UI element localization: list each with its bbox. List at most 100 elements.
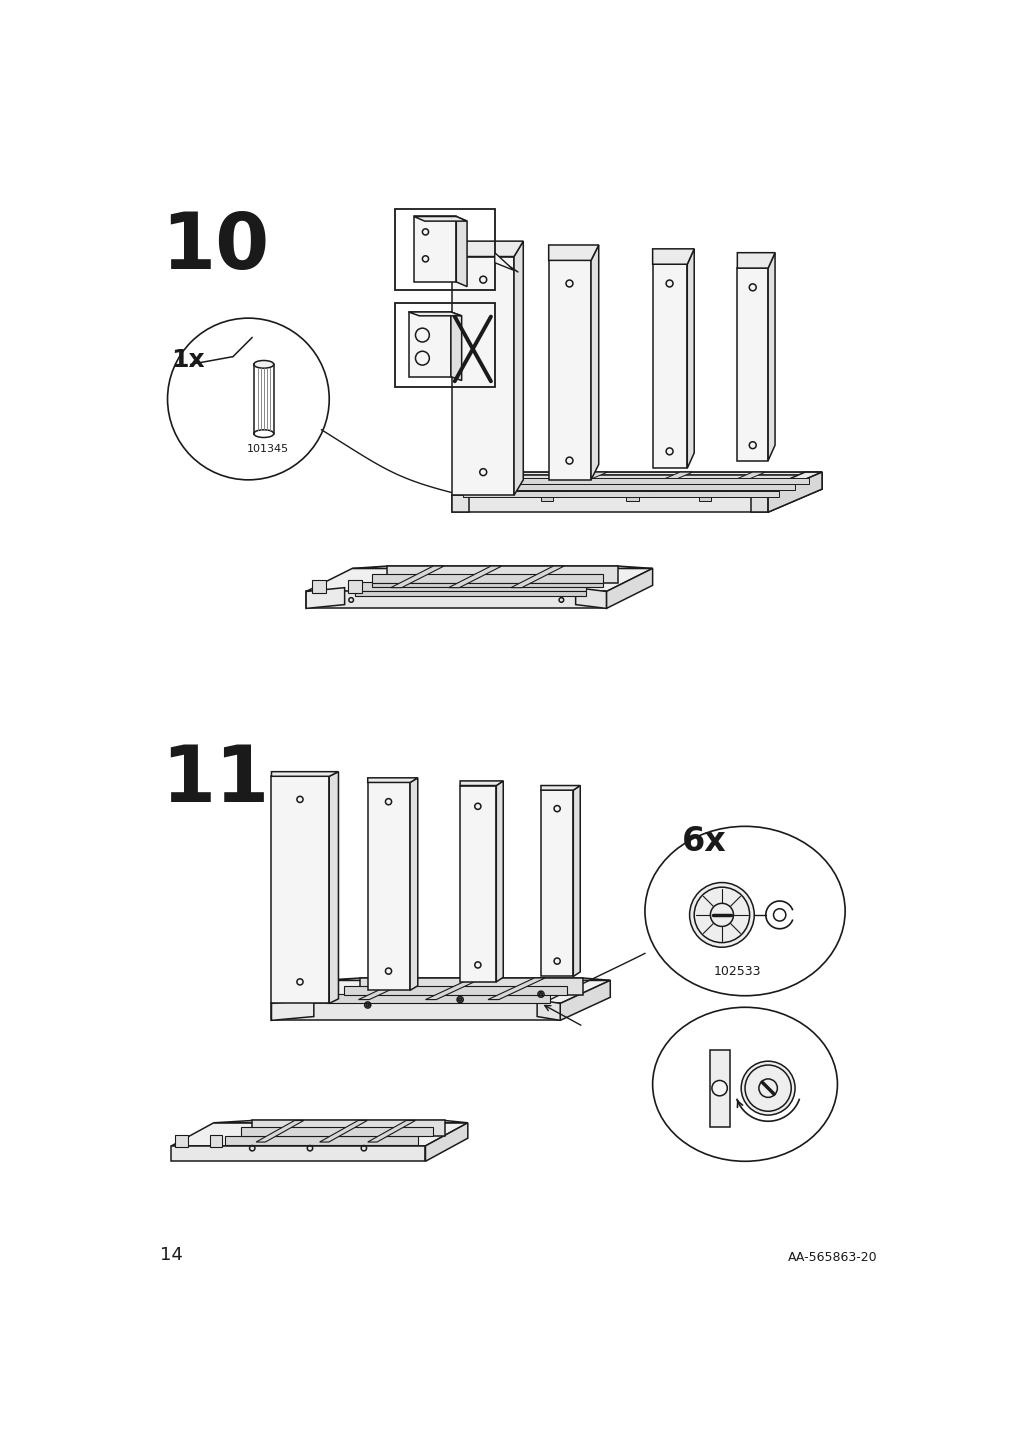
Polygon shape (548, 245, 599, 261)
Text: 101345: 101345 (247, 444, 288, 454)
Polygon shape (452, 256, 514, 495)
Polygon shape (710, 1050, 729, 1127)
Polygon shape (767, 473, 821, 513)
Circle shape (539, 992, 542, 995)
Polygon shape (540, 495, 553, 501)
Polygon shape (497, 475, 813, 493)
Polygon shape (452, 495, 469, 513)
Polygon shape (175, 1136, 187, 1147)
Polygon shape (686, 249, 694, 468)
Polygon shape (372, 574, 603, 583)
Polygon shape (171, 1123, 467, 1146)
Polygon shape (355, 583, 585, 591)
Polygon shape (305, 591, 606, 609)
Polygon shape (256, 1120, 303, 1143)
Text: 11: 11 (161, 742, 269, 818)
Polygon shape (652, 249, 694, 265)
Polygon shape (352, 566, 652, 569)
Polygon shape (590, 245, 599, 480)
Polygon shape (514, 241, 523, 495)
Text: 6x: 6x (681, 825, 726, 858)
Polygon shape (560, 981, 610, 1021)
Polygon shape (305, 569, 652, 591)
Polygon shape (305, 587, 345, 609)
Polygon shape (548, 261, 590, 480)
Text: 10: 10 (161, 209, 269, 285)
Circle shape (740, 1061, 795, 1116)
Polygon shape (408, 312, 451, 377)
Polygon shape (386, 566, 618, 583)
Polygon shape (626, 495, 638, 501)
Polygon shape (460, 780, 502, 786)
Polygon shape (540, 473, 607, 495)
Polygon shape (360, 978, 582, 995)
Polygon shape (460, 786, 495, 982)
Circle shape (458, 998, 461, 1001)
Polygon shape (456, 216, 467, 286)
Text: 102533: 102533 (713, 965, 760, 978)
Polygon shape (355, 591, 585, 596)
Polygon shape (737, 252, 774, 268)
Polygon shape (698, 473, 764, 495)
Polygon shape (652, 265, 686, 468)
Polygon shape (626, 473, 692, 495)
Circle shape (688, 882, 753, 947)
Polygon shape (750, 495, 767, 513)
Polygon shape (750, 473, 821, 495)
Polygon shape (358, 978, 416, 1000)
Polygon shape (390, 566, 444, 587)
Polygon shape (767, 473, 821, 513)
Polygon shape (327, 994, 550, 1002)
Polygon shape (452, 473, 821, 495)
Polygon shape (479, 484, 795, 490)
Text: 14: 14 (160, 1246, 183, 1263)
Polygon shape (495, 780, 502, 982)
Polygon shape (348, 580, 362, 593)
Polygon shape (271, 772, 338, 776)
Polygon shape (425, 1123, 467, 1161)
Polygon shape (319, 1120, 367, 1143)
Polygon shape (367, 1120, 416, 1143)
Polygon shape (225, 1136, 418, 1144)
Polygon shape (573, 786, 579, 977)
Polygon shape (252, 1120, 444, 1136)
Polygon shape (813, 473, 821, 493)
Polygon shape (448, 566, 501, 587)
Polygon shape (367, 782, 409, 991)
Text: 1x: 1x (171, 348, 205, 372)
Polygon shape (367, 778, 418, 782)
Polygon shape (329, 772, 338, 1004)
Ellipse shape (254, 361, 274, 368)
Polygon shape (698, 495, 711, 501)
Polygon shape (413, 216, 467, 221)
Polygon shape (737, 268, 767, 461)
Polygon shape (209, 1136, 222, 1147)
Polygon shape (408, 312, 461, 316)
Polygon shape (511, 566, 563, 587)
Polygon shape (497, 473, 821, 475)
Polygon shape (452, 241, 523, 256)
Polygon shape (213, 1120, 467, 1123)
Polygon shape (606, 569, 652, 609)
Polygon shape (425, 978, 482, 1000)
Polygon shape (413, 216, 456, 282)
Circle shape (366, 1004, 369, 1007)
Polygon shape (451, 312, 461, 381)
Polygon shape (492, 478, 808, 484)
Polygon shape (409, 778, 418, 991)
Polygon shape (321, 978, 610, 981)
Polygon shape (312, 580, 326, 593)
Polygon shape (452, 473, 523, 495)
Polygon shape (767, 252, 774, 461)
Circle shape (711, 1080, 727, 1095)
Polygon shape (271, 1004, 560, 1021)
Polygon shape (271, 1000, 313, 1021)
Text: AA-565863-20: AA-565863-20 (788, 1250, 877, 1263)
Polygon shape (537, 1000, 560, 1021)
Polygon shape (171, 1146, 425, 1161)
Polygon shape (463, 491, 778, 497)
Polygon shape (541, 786, 579, 790)
Polygon shape (271, 776, 329, 1004)
Polygon shape (344, 985, 566, 995)
Polygon shape (241, 1127, 433, 1136)
